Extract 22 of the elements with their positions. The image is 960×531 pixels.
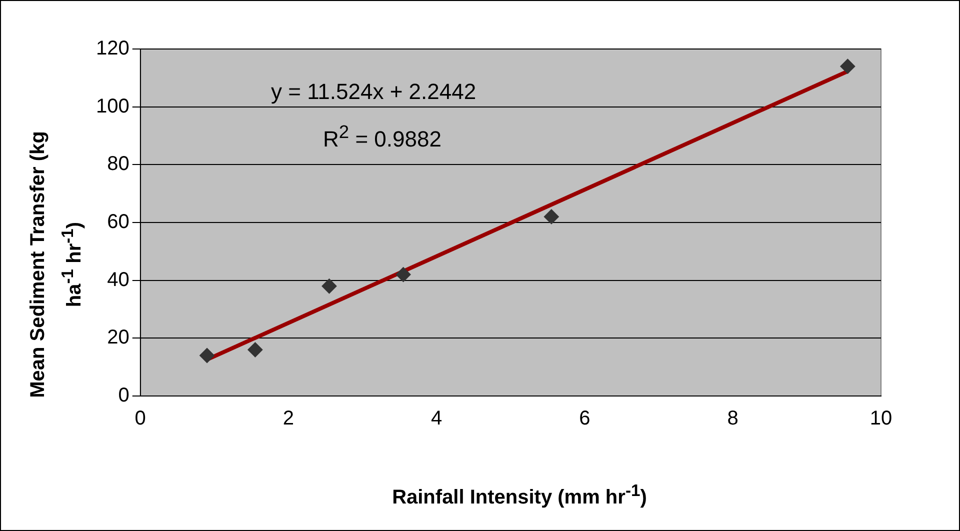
point: [322, 278, 337, 294]
x-tick-label: 6: [579, 408, 590, 430]
y-tick-label: 0: [118, 384, 130, 407]
y-tick-label: 20: [107, 326, 130, 349]
y-tick-label: 40: [107, 268, 130, 291]
y-tick-label: 60: [107, 211, 130, 234]
y-tick-label: 80: [107, 153, 130, 176]
point: [200, 348, 215, 364]
point: [248, 342, 263, 358]
annotation: R$^{2}$ = 0.9882: [323, 121, 442, 152]
y-tick-label: 100: [96, 95, 130, 118]
point: [396, 267, 411, 282]
point: [840, 58, 856, 74]
x-tick-label: 0: [134, 408, 146, 430]
annotation: y = 11.524x + 2.2442: [271, 79, 476, 105]
x-axis-title: Rainfall Intensity (mm hr$^{-1}$): [391, 481, 648, 510]
x-tick-label: 4: [431, 408, 442, 430]
x-tick-label: 10: [870, 408, 892, 430]
point: [544, 209, 559, 224]
x-tick-label: 2: [282, 408, 294, 430]
y-tick-label: 120: [96, 38, 130, 60]
x-tick-label: 8: [727, 408, 738, 430]
